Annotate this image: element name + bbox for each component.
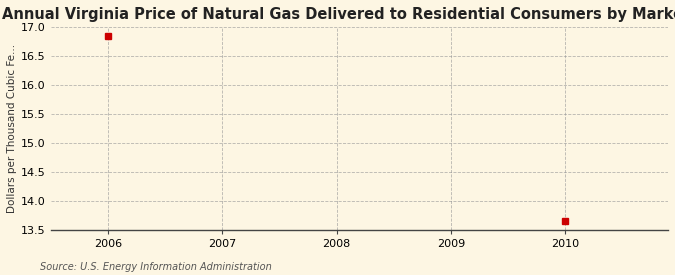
Y-axis label: Dollars per Thousand Cubic Fe...: Dollars per Thousand Cubic Fe...	[7, 44, 17, 213]
Text: Source: U.S. Energy Information Administration: Source: U.S. Energy Information Administ…	[40, 262, 272, 272]
Title: Annual Virginia Price of Natural Gas Delivered to Residential Consumers by Marke: Annual Virginia Price of Natural Gas Del…	[2, 7, 675, 22]
